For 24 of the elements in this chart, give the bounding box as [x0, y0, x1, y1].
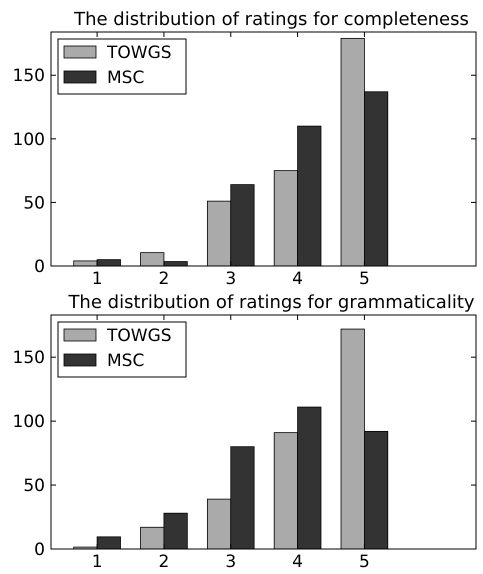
x-tick-label: 4 — [292, 552, 303, 572]
legend-label: MSC — [107, 68, 144, 88]
legend-label: TOWGS — [106, 42, 172, 63]
x-tick-label: 1 — [92, 269, 103, 289]
y-tick-label: 150 — [12, 66, 45, 86]
chart-title: The distribution of ratings for grammaticality — [67, 292, 475, 313]
chart-title: The distribution of ratings for completeness — [73, 9, 469, 30]
legend-label: MSC — [107, 350, 144, 371]
x-tick-label: 5 — [358, 552, 370, 572]
x-tick-label: 5 — [358, 269, 370, 289]
y-tick-label: 150 — [12, 348, 45, 368]
x-tick-label: 2 — [158, 269, 170, 289]
x-tick-label: 3 — [225, 552, 236, 572]
x-tick-label: 2 — [158, 552, 170, 572]
x-tick-label: 4 — [292, 269, 303, 289]
y-tick-label: 50 — [23, 193, 45, 214]
y-tick-label: 100 — [12, 412, 45, 432]
y-tick-label: 0 — [34, 256, 45, 277]
y-tick-label: 50 — [23, 476, 45, 496]
y-tick-label: 100 — [12, 130, 45, 150]
x-tick-label: 3 — [225, 269, 236, 289]
x-tick-label: 1 — [92, 552, 103, 572]
legend-label: TOWGS — [106, 326, 172, 346]
y-tick-label: 0 — [34, 540, 45, 560]
